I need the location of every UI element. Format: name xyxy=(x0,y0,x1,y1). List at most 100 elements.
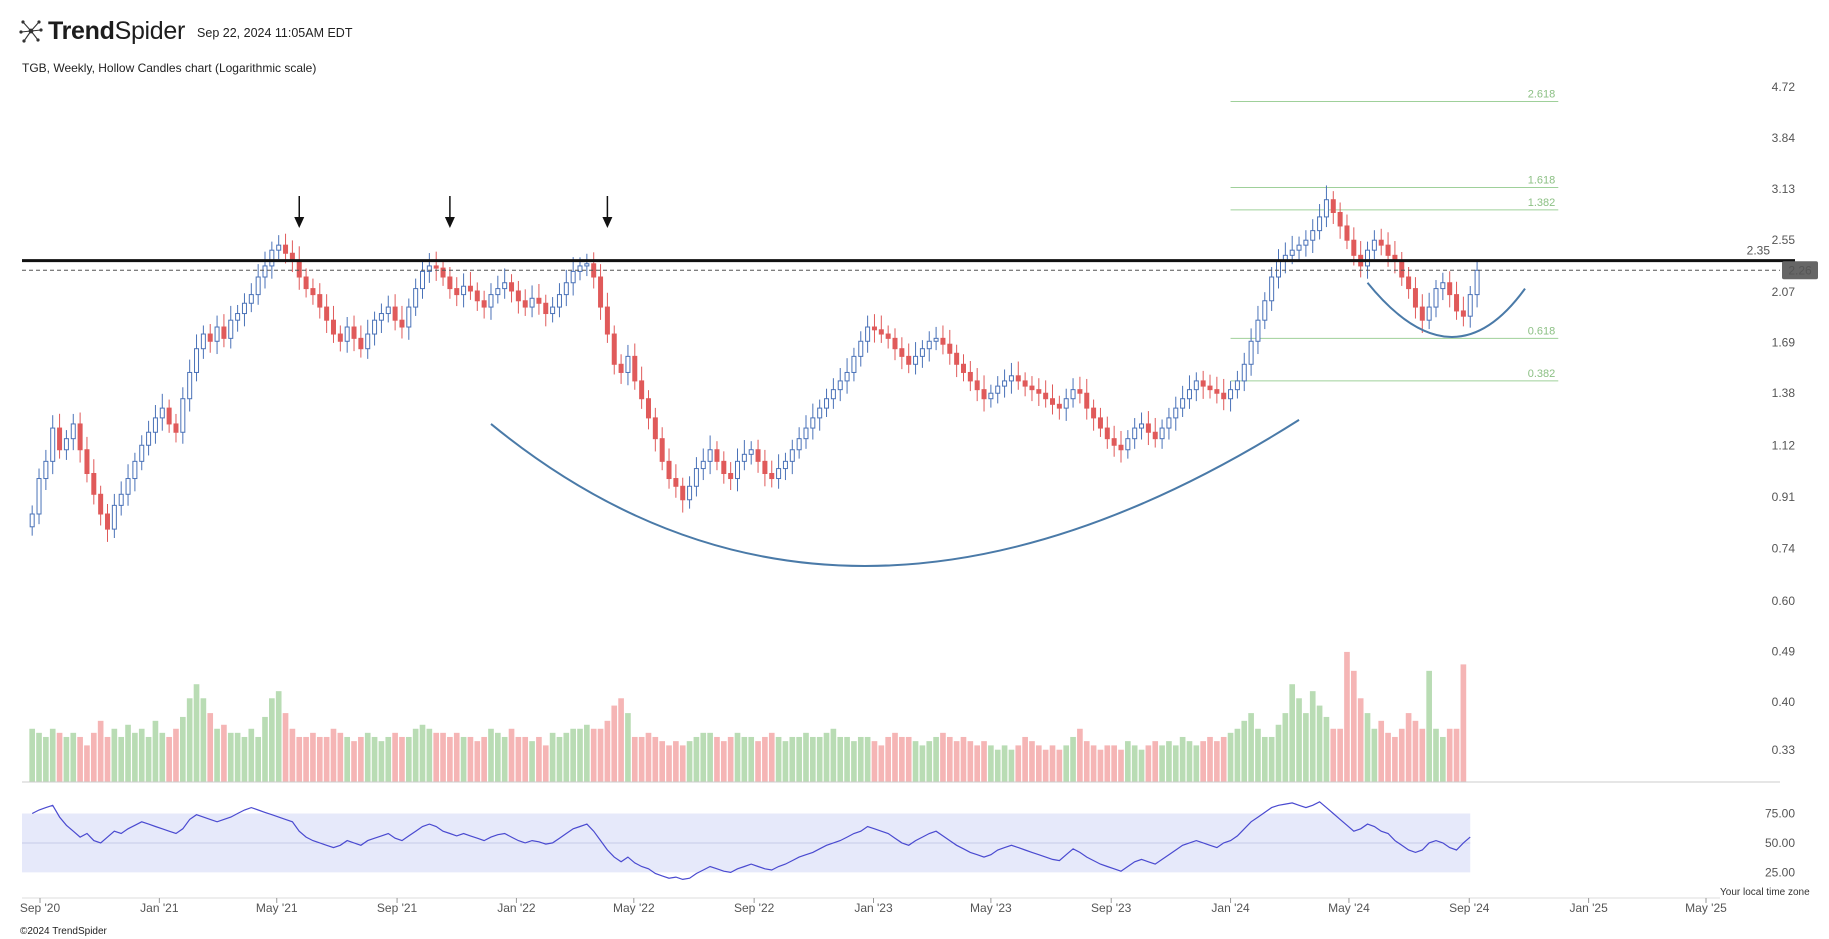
candle-body xyxy=(1159,427,1165,440)
volume-bar xyxy=(933,736,939,782)
candle-body xyxy=(680,485,686,501)
candle-body xyxy=(488,294,494,308)
candle-body xyxy=(858,340,864,357)
volume-bar xyxy=(186,698,193,782)
volume-bar xyxy=(310,732,316,782)
volume-bar xyxy=(844,736,850,782)
candle-body xyxy=(1303,239,1309,246)
volume-bar xyxy=(549,732,556,782)
candle-body xyxy=(1365,249,1371,267)
volume-bar xyxy=(1371,728,1378,782)
y-tick-label: 1.12 xyxy=(1772,438,1796,452)
candle-body xyxy=(146,431,152,446)
candle-body xyxy=(1139,423,1145,429)
candle-body xyxy=(1262,300,1268,321)
candle-body xyxy=(1275,260,1281,278)
volume-bar xyxy=(988,745,994,782)
candle-body xyxy=(392,306,398,321)
candle-body xyxy=(796,438,802,451)
x-tick-label: Sep '22 xyxy=(734,901,775,915)
volume-bar xyxy=(631,736,638,782)
last-price-label: 2.26 xyxy=(1788,263,1812,277)
volume-bar xyxy=(419,724,426,782)
volume-bar xyxy=(741,736,748,782)
candle-body xyxy=(1440,282,1446,290)
volume-bar xyxy=(693,736,700,782)
down-arrow-icon xyxy=(444,217,455,228)
volume-bar xyxy=(426,728,433,782)
candle-body xyxy=(1029,385,1035,391)
candle-body xyxy=(1056,403,1062,409)
volume-bar xyxy=(673,741,679,782)
volume-bar xyxy=(323,736,330,782)
candle-body xyxy=(105,513,111,530)
volume-bar xyxy=(1186,741,1193,782)
candle-body xyxy=(947,343,953,354)
volume-bar xyxy=(1001,745,1008,782)
volume-bar xyxy=(1070,736,1076,782)
candle-body xyxy=(598,276,604,308)
candle-body xyxy=(84,449,90,475)
volume-bar xyxy=(1152,741,1159,782)
volume-bar xyxy=(810,736,816,782)
volume-bar xyxy=(823,732,830,782)
candle-body xyxy=(1330,199,1336,213)
volume-bar xyxy=(132,732,138,782)
volume-bar xyxy=(1460,664,1467,782)
volume-bar xyxy=(1344,651,1350,782)
candle-body xyxy=(303,276,309,290)
y-tick-label: 0.60 xyxy=(1772,594,1796,608)
volume-bar xyxy=(1350,670,1357,782)
candle-body xyxy=(1454,294,1460,312)
rsi-line xyxy=(31,801,1471,881)
volume-bar xyxy=(1398,728,1405,782)
candle-body xyxy=(954,352,960,365)
x-tick-label: Sep '23 xyxy=(1091,901,1132,915)
volume-bar xyxy=(488,728,494,782)
candle-body xyxy=(399,319,405,328)
volume-bar xyxy=(611,705,618,782)
copyright: ©2024 TrendSpider xyxy=(20,926,107,937)
volume-bar xyxy=(214,728,220,782)
volume-bar xyxy=(207,713,214,782)
volume-bar xyxy=(563,732,570,782)
candle-body xyxy=(755,449,761,462)
volume-bar xyxy=(1015,745,1022,782)
candle-body xyxy=(1043,392,1049,400)
candle-body xyxy=(1050,398,1056,405)
candle-body xyxy=(1433,288,1439,308)
volume-bar xyxy=(412,728,419,782)
candle-body xyxy=(111,504,117,530)
volume-bar xyxy=(604,720,611,782)
candle-body xyxy=(1296,244,1302,251)
volume-bar xyxy=(536,736,542,782)
volume-bar xyxy=(1364,713,1371,782)
candle-body xyxy=(1419,306,1425,321)
candle-body xyxy=(645,398,651,419)
volume-bar xyxy=(255,736,261,782)
volume-bar xyxy=(597,728,604,782)
volume-bar xyxy=(1179,736,1186,782)
candle-body xyxy=(406,306,412,328)
volume-bar xyxy=(1412,720,1419,782)
candle-body xyxy=(1145,423,1151,433)
candle-body xyxy=(892,337,898,350)
candle-body xyxy=(1132,427,1138,440)
candle-body xyxy=(241,302,247,315)
volume-bar xyxy=(885,736,891,782)
candle-body xyxy=(1234,380,1240,391)
candle-body xyxy=(173,423,179,433)
volume-bar xyxy=(857,736,864,782)
volume-bar xyxy=(56,732,63,782)
volume-bar xyxy=(159,732,166,782)
candle-body xyxy=(385,306,391,315)
volume-bar xyxy=(755,741,761,782)
candle-body xyxy=(967,371,973,382)
volume-bar xyxy=(1125,741,1131,782)
candle-body xyxy=(474,290,480,302)
volume-bar xyxy=(405,736,412,782)
volume-bar xyxy=(289,728,296,782)
volume-bar xyxy=(467,736,474,782)
y-tick-label: 3.84 xyxy=(1772,131,1796,145)
